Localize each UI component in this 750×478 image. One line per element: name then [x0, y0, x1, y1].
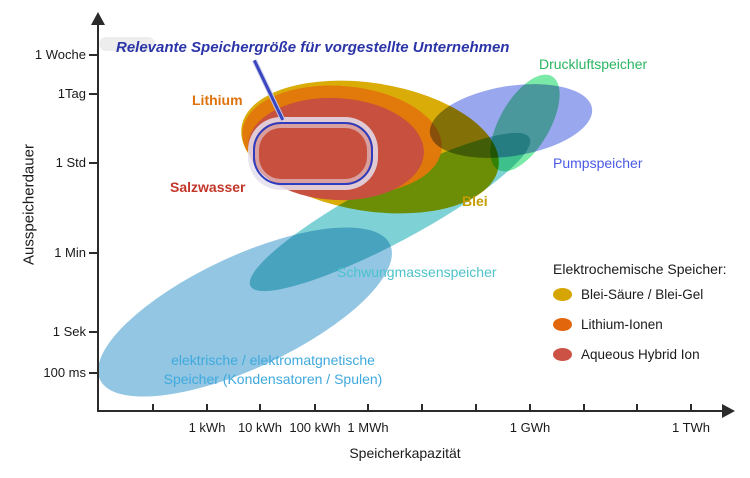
region-label-elektrische-speicher: elektrische / elektromatgnetische Speich…: [160, 351, 386, 389]
x-axis-tick-label: 1 TWh: [671, 420, 711, 435]
region-label-salzwasser: Salzwasser: [170, 179, 246, 195]
highlight-outline: [253, 122, 373, 185]
x-axis-arrowhead-icon: [722, 404, 735, 418]
x-axis-tick: [206, 404, 208, 412]
y-axis-tick: [89, 331, 98, 333]
x-axis-tick: [259, 404, 261, 412]
y-axis-tick-label: 1 Woche: [34, 47, 86, 62]
x-axis-tick: [529, 404, 531, 412]
legend-item-lithium-ionen: Lithium-Ionen: [553, 317, 727, 332]
x-axis-tick-label: 1 MWh: [347, 420, 389, 435]
x-axis-tick: [152, 404, 154, 412]
x-axis-tick: [314, 404, 316, 412]
x-axis-tick-label: 1 kWh: [188, 420, 226, 435]
x-axis-tick-label: 100 kWh: [289, 420, 341, 435]
legend-swatch-lithium-ionen: [553, 318, 572, 331]
y-axis-tick-label: 1Tag: [57, 86, 86, 101]
y-axis-tick: [89, 252, 98, 254]
legend-swatch-blei-saeure: [553, 288, 572, 301]
y-axis-tick-label: 1 Sek: [52, 324, 86, 339]
artifact-smudge: [99, 37, 155, 51]
region-label-pumpspeicher: Pumpspeicher: [553, 155, 643, 171]
legend: Elektrochemische Speicher: Blei-Säure / …: [553, 261, 727, 377]
x-axis-tick: [583, 404, 585, 412]
region-label-blei: Blei: [462, 193, 488, 209]
x-axis-tick-label: 1 GWh: [509, 420, 551, 435]
x-axis-tick: [475, 404, 477, 412]
region-label-schwungmassenspeicher: Schwungmassenspeicher: [337, 264, 497, 280]
legend-label-lithium-ionen: Lithium-Ionen: [581, 317, 663, 332]
region-label-elektrische-line2: Speicher (Kondensatoren / Spulen): [163, 371, 383, 387]
y-axis-tick-label: 1 Std: [55, 155, 86, 170]
annotation-title: Relevante Speichergröße für vorgestellte…: [116, 39, 510, 56]
y-axis-tick: [89, 372, 98, 374]
legend-label-aqueous-hybrid-ion: Aqueous Hybrid Ion: [581, 347, 700, 362]
legend-item-blei-saeure: Blei-Säure / Blei-Gel: [553, 287, 727, 302]
legend-item-aqueous-hybrid-ion: Aqueous Hybrid Ion: [553, 347, 727, 362]
region-label-druckluftspeicher: Druckluftspeicher: [539, 56, 648, 72]
y-axis-tick-label: 1 Min: [54, 245, 86, 260]
x-axis-tick: [690, 404, 692, 412]
legend-label-blei-saeure: Blei-Säure / Blei-Gel: [581, 287, 704, 302]
y-axis-arrowhead-icon: [91, 12, 105, 25]
y-axis: [97, 24, 99, 412]
x-axis-tick: [367, 404, 369, 412]
region-label-lithium: Lithium: [192, 92, 243, 108]
legend-swatch-aqueous-hybrid-ion: [553, 348, 572, 361]
y-axis-tick: [89, 93, 98, 95]
y-axis-tick: [89, 54, 98, 56]
x-axis-tick: [636, 404, 638, 412]
x-axis: [97, 410, 725, 412]
legend-title: Elektrochemische Speicher:: [553, 261, 727, 277]
y-axis-tick-label: 100 ms: [43, 365, 86, 380]
x-axis-tick-label: 10 kWh: [237, 420, 283, 435]
y-axis-tick: [89, 162, 98, 164]
x-axis-tick: [421, 404, 423, 412]
region-label-elektrische-line1: elektrische / elektromatgnetische: [171, 352, 375, 368]
x-axis-title: Speicherkapazität: [349, 445, 461, 461]
